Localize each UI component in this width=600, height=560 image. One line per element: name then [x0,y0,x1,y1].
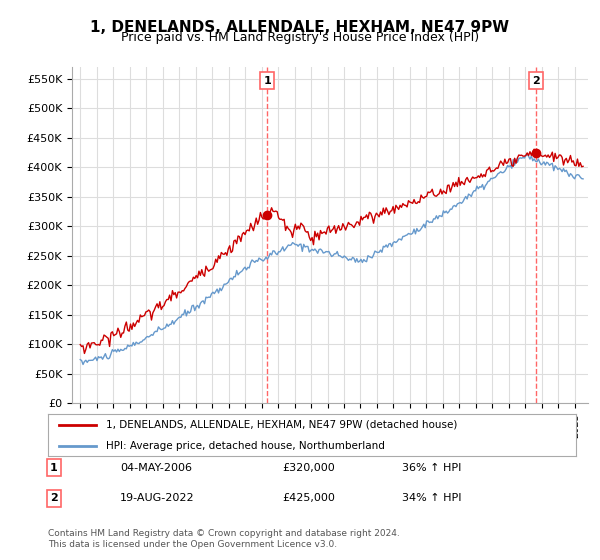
Text: 34% ↑ HPI: 34% ↑ HPI [402,493,461,503]
Text: £425,000: £425,000 [282,493,335,503]
Text: 36% ↑ HPI: 36% ↑ HPI [402,463,461,473]
Text: 19-AUG-2022: 19-AUG-2022 [120,493,194,503]
Text: 04-MAY-2006: 04-MAY-2006 [120,463,192,473]
Text: HPI: Average price, detached house, Northumberland: HPI: Average price, detached house, Nort… [106,441,385,451]
Text: 1: 1 [263,76,271,86]
Text: Price paid vs. HM Land Registry's House Price Index (HPI): Price paid vs. HM Land Registry's House … [121,31,479,44]
Text: 2: 2 [532,76,539,86]
Text: 1: 1 [50,463,58,473]
Text: 1, DENELANDS, ALLENDALE, HEXHAM, NE47 9PW (detached house): 1, DENELANDS, ALLENDALE, HEXHAM, NE47 9P… [106,420,457,430]
Text: £320,000: £320,000 [282,463,335,473]
Text: 2: 2 [50,493,58,503]
Text: Contains HM Land Registry data © Crown copyright and database right 2024.
This d: Contains HM Land Registry data © Crown c… [48,529,400,549]
Text: 1, DENELANDS, ALLENDALE, HEXHAM, NE47 9PW: 1, DENELANDS, ALLENDALE, HEXHAM, NE47 9P… [91,20,509,35]
